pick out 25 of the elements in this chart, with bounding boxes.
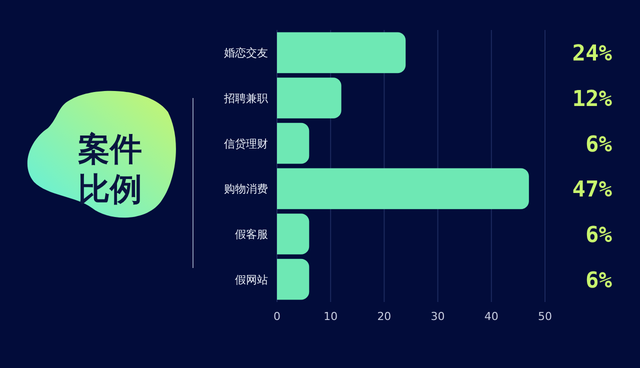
bar — [277, 122, 310, 164]
data-label: 6% — [586, 268, 613, 294]
y-tick-label: 购物消费 — [224, 182, 268, 196]
data-label: 24% — [572, 42, 613, 67]
bar — [277, 168, 529, 210]
x-tick-label: 40 — [484, 310, 498, 323]
y-tick-label: 信贷理财 — [224, 137, 268, 150]
y-tick-label: 假客服 — [235, 228, 268, 241]
x-tick-label: 10 — [324, 310, 338, 323]
text: 案件比例 — [78, 130, 142, 208]
x-tick-label: 0 — [274, 310, 280, 323]
y-tick-label: 婚恋交友 — [224, 46, 268, 60]
data-label: 6% — [586, 223, 613, 248]
x-tick-label: 50 — [538, 310, 552, 323]
bar — [277, 214, 310, 254]
y-tick-label: 假网站 — [235, 273, 268, 286]
bar — [277, 78, 342, 118]
data-label: 47% — [572, 178, 613, 203]
data-label: 12% — [572, 87, 613, 112]
bar — [277, 258, 310, 300]
x-tick-label: 30 — [430, 310, 445, 323]
bar — [277, 32, 406, 74]
data-label: 6% — [586, 132, 613, 158]
x-tick-label: 20 — [377, 310, 392, 323]
y-tick-label: 招聘兼职 — [223, 92, 268, 105]
